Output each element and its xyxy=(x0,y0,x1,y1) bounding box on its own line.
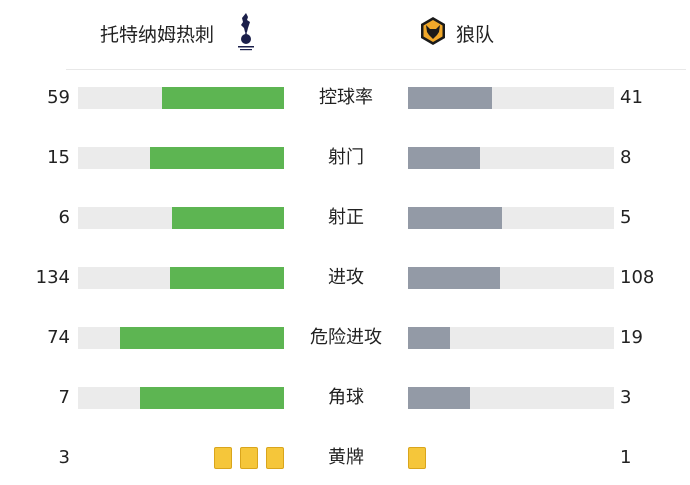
stat-label: 射正 xyxy=(328,207,364,228)
home-bar-track xyxy=(78,87,284,109)
stat-label: 角球 xyxy=(328,387,364,408)
stat-label: 黄牌 xyxy=(328,447,364,468)
home-value: 74 xyxy=(47,327,70,348)
stat-row: 6 射正 5 xyxy=(0,203,690,233)
away-value: 1 xyxy=(620,447,632,468)
home-bar xyxy=(139,387,284,409)
away-value: 108 xyxy=(620,267,655,288)
yellow-card-icon xyxy=(266,447,284,469)
home-bar-track xyxy=(78,207,284,229)
away-bar xyxy=(408,87,493,109)
home-team-name: 托特纳姆热刺 xyxy=(100,23,215,46)
header-divider xyxy=(66,69,686,70)
away-bar xyxy=(408,327,451,349)
away-bar xyxy=(408,147,480,169)
yellow-card-icon xyxy=(214,447,232,469)
home-bar-track xyxy=(78,387,284,409)
yellow-card-icon xyxy=(240,447,258,469)
away-team-name: 狼队 xyxy=(456,23,495,46)
stat-row: 15 射门 8 xyxy=(0,143,690,173)
away-bar xyxy=(408,387,470,409)
stat-label: 控球率 xyxy=(319,87,373,108)
home-bar xyxy=(149,147,284,169)
away-value: 41 xyxy=(620,87,643,108)
stat-row: 59 控球率 41 xyxy=(0,83,690,113)
away-value: 5 xyxy=(620,207,632,228)
stat-label: 进攻 xyxy=(328,267,364,288)
home-bar-track xyxy=(78,147,284,169)
away-bar-track xyxy=(408,387,614,409)
tottenham-logo-icon xyxy=(234,11,258,56)
away-bar-track xyxy=(408,147,614,169)
away-yellow-cards xyxy=(408,447,426,469)
home-value: 7 xyxy=(58,387,70,408)
stat-label: 射门 xyxy=(328,147,364,168)
stat-row: 134 进攻 108 xyxy=(0,263,690,293)
stat-row: 74 危险进攻 19 xyxy=(0,323,690,353)
away-bar-track xyxy=(408,327,614,349)
wolves-logo-icon xyxy=(418,16,448,51)
away-bar xyxy=(408,207,502,229)
away-bar-track xyxy=(408,207,614,229)
stat-row: 3 黄牌 1 xyxy=(0,443,690,473)
home-bar-track xyxy=(78,327,284,349)
stat-row: 7 角球 3 xyxy=(0,383,690,413)
away-bar-track xyxy=(408,87,614,109)
home-bar xyxy=(171,207,284,229)
home-value: 3 xyxy=(58,447,70,468)
stat-label: 危险进攻 xyxy=(310,327,382,348)
home-value: 6 xyxy=(58,207,70,228)
home-value: 134 xyxy=(35,267,70,288)
away-bar-track xyxy=(408,267,614,289)
home-bar xyxy=(120,327,284,349)
yellow-card-icon xyxy=(408,447,426,469)
home-bar xyxy=(162,87,284,109)
away-value: 8 xyxy=(620,147,632,168)
away-value: 3 xyxy=(620,387,632,408)
home-yellow-cards xyxy=(214,447,284,469)
home-value: 59 xyxy=(47,87,70,108)
away-bar xyxy=(408,267,500,289)
home-team: 托特纳姆热刺 xyxy=(100,12,258,52)
home-bar xyxy=(169,267,284,289)
home-bar-track xyxy=(78,267,284,289)
away-team: 狼队 xyxy=(418,14,494,52)
away-value: 19 xyxy=(620,327,643,348)
home-value: 15 xyxy=(47,147,70,168)
